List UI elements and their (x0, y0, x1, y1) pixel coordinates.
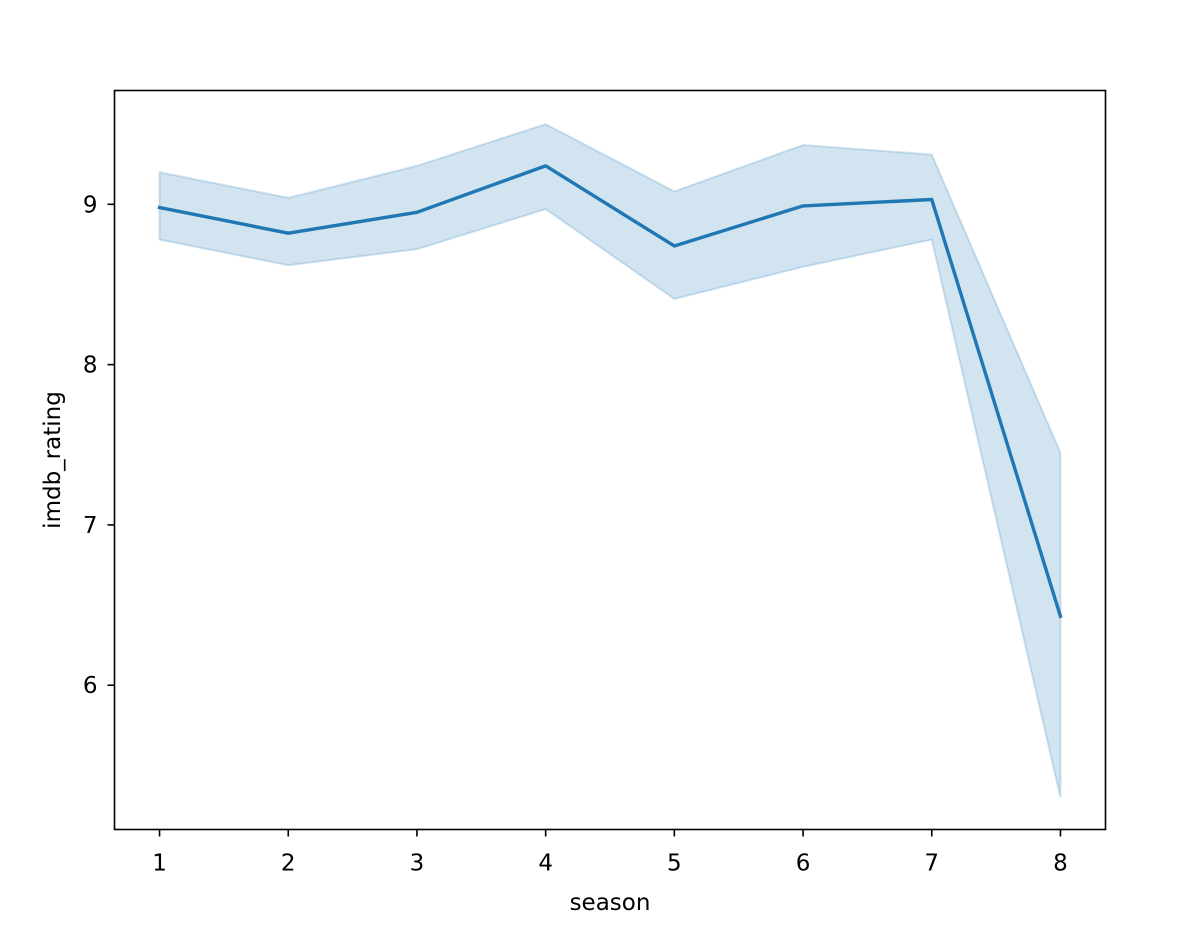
x-axis-title: season (570, 890, 651, 916)
x-tick-label: 4 (538, 851, 553, 877)
y-axis-ticks: 6 7 8 9 (83, 192, 115, 699)
x-tick-label: 3 (410, 851, 425, 877)
x-tick-label: 5 (667, 851, 682, 877)
x-tick-label: 6 (796, 851, 811, 877)
confidence-band-layer (158, 123, 1062, 798)
x-tick-label: 8 (1053, 851, 1068, 877)
y-tick-label: 6 (83, 673, 98, 699)
x-axis-ticks: 1 2 3 4 5 6 7 8 (152, 829, 1068, 877)
x-tick-label: 7 (924, 851, 939, 877)
confidence-band (158, 123, 1062, 798)
y-axis-title: imdb_rating (40, 391, 66, 529)
x-tick-label: 1 (152, 851, 167, 877)
series-line (157, 164, 1063, 619)
x-tick-label: 2 (281, 851, 296, 877)
y-tick-label: 9 (83, 192, 98, 218)
plot-area-frame (113, 89, 1107, 831)
series-line-layer (157, 164, 1063, 619)
y-tick-label: 7 (83, 513, 98, 539)
y-tick-label: 8 (83, 353, 98, 379)
